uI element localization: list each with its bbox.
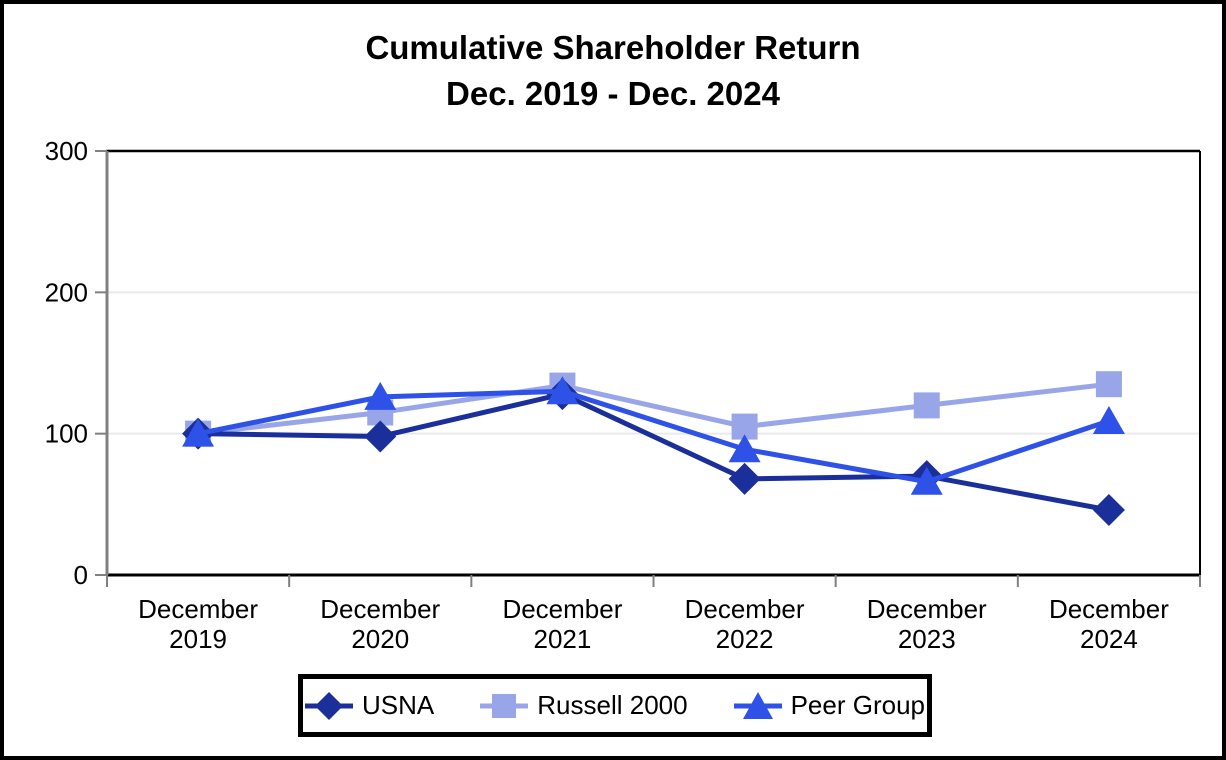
chart-subtitle: Dec. 2019 - Dec. 2024 (446, 75, 780, 112)
svg-text:0: 0 (74, 560, 88, 590)
svg-text:300: 300 (45, 136, 88, 166)
chart-title-block: Cumulative Shareholder Return Dec. 2019 … (4, 25, 1222, 117)
legend-label-usna: USNA (362, 690, 435, 720)
legend-item-usna: USNA (305, 690, 434, 722)
usna-diamond-marker-icon (305, 690, 354, 722)
legend-label-russell-2000: Russell 2000 (537, 690, 688, 720)
russell-2000-square-marker-icon (480, 690, 529, 722)
svg-text:200: 200 (45, 277, 88, 307)
legend-label-peer-group: Peer Group (790, 690, 925, 720)
legend-item-peer-group: Peer Group (733, 690, 925, 722)
svg-text:100: 100 (45, 419, 88, 449)
legend-item-russell-2000: Russell 2000 (480, 690, 688, 722)
chart-title: Cumulative Shareholder Return (365, 29, 861, 66)
peer-group-triangle-marker-icon (733, 690, 782, 722)
legend: USNA Russell 2000 Peer Group (298, 674, 932, 737)
line-chart-plot: 0 100 200 300 December 2019 December 2020 Decemb… (45, 136, 1201, 654)
